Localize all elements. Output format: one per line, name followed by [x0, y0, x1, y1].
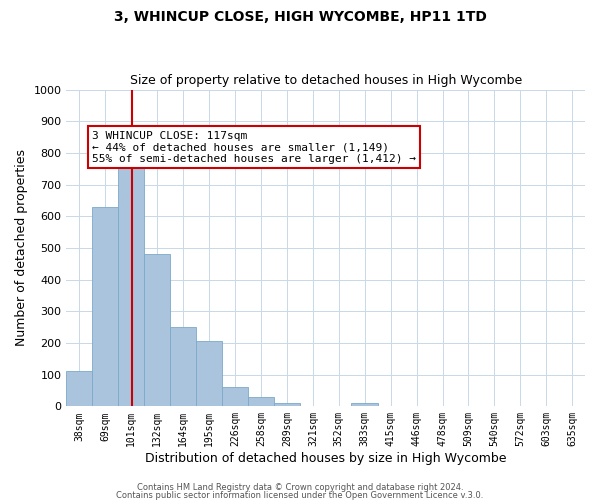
Y-axis label: Number of detached properties: Number of detached properties: [15, 150, 28, 346]
Bar: [352, 403, 378, 406]
Text: Contains public sector information licensed under the Open Government Licence v.: Contains public sector information licen…: [116, 490, 484, 500]
Text: Contains HM Land Registry data © Crown copyright and database right 2024.: Contains HM Land Registry data © Crown c…: [137, 484, 463, 492]
Bar: [170, 327, 196, 406]
Bar: [67, 372, 92, 406]
Bar: [118, 153, 144, 406]
Text: 3 WHINCUP CLOSE: 117sqm
← 44% of detached houses are smaller (1,149)
55% of semi: 3 WHINCUP CLOSE: 117sqm ← 44% of detache…: [92, 130, 416, 164]
Bar: [92, 207, 118, 406]
Text: 3, WHINCUP CLOSE, HIGH WYCOMBE, HP11 1TD: 3, WHINCUP CLOSE, HIGH WYCOMBE, HP11 1TD: [113, 10, 487, 24]
Bar: [274, 403, 300, 406]
X-axis label: Distribution of detached houses by size in High Wycombe: Distribution of detached houses by size …: [145, 452, 506, 465]
Bar: [248, 397, 274, 406]
Bar: [144, 254, 170, 406]
Bar: [196, 342, 221, 406]
Bar: [221, 388, 248, 406]
Title: Size of property relative to detached houses in High Wycombe: Size of property relative to detached ho…: [130, 74, 522, 87]
